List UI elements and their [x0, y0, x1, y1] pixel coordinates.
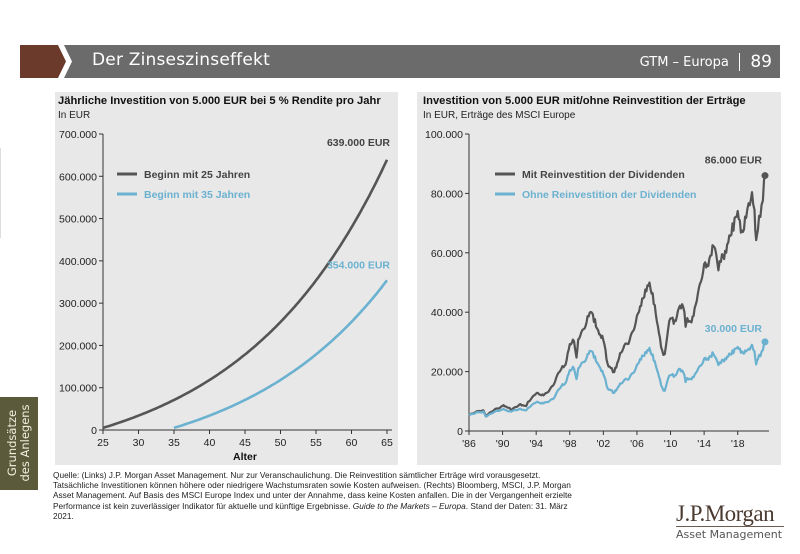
- legend-label: Ohne Reinvestition der Dividenden: [522, 189, 696, 201]
- series-line-2: [468, 341, 767, 418]
- x-tick-label: 25: [97, 437, 109, 449]
- y-tick-label: 100.000: [425, 129, 463, 141]
- y-tick-label: 600.000: [59, 171, 97, 183]
- x-tick-label: '10: [664, 438, 678, 450]
- series-line-1: [468, 175, 767, 418]
- logo-brand: J.P.Morgan: [676, 502, 784, 527]
- y-tick-label: 0: [91, 425, 97, 437]
- page-number: 89: [750, 52, 772, 72]
- x-tick-label: 45: [239, 437, 251, 449]
- right-chart-panel: [417, 92, 781, 465]
- jpmorgan-logo: J.P.Morgan Asset Management: [676, 502, 784, 541]
- series-end-label: 354.000 EUR: [327, 259, 390, 271]
- page-title: Der Zinseszinseffekt: [92, 50, 270, 70]
- legend-label: Beginn mit 25 Jahren: [144, 169, 250, 181]
- section-tab-line2: des Anlegens: [18, 404, 32, 482]
- side-divider: [0, 148, 1, 238]
- x-tick-label: '18: [731, 438, 745, 450]
- x-tick-label: '02: [597, 438, 611, 450]
- y-tick-label: 200.000: [59, 340, 97, 352]
- left-chart-panel: [55, 92, 398, 465]
- legend-label: Beginn mit 35 Jahren: [144, 189, 250, 201]
- x-tick-label: 40: [204, 437, 216, 449]
- legend-label: Mit Reinvestition der Dividenden: [522, 169, 685, 181]
- x-tick-label: 30: [133, 437, 145, 449]
- series-label: GTM – Europa: [639, 54, 729, 70]
- series-end-dot: [761, 172, 769, 180]
- x-tick-label: 35: [168, 437, 180, 449]
- right-chart-title: Investition von 5.000 EUR mit/ohne Reinv…: [423, 95, 746, 107]
- x-tick-label: 50: [275, 437, 287, 449]
- header-bar: [20, 45, 780, 78]
- y-tick-label: 80.000: [431, 188, 463, 200]
- series-line-2: [173, 279, 389, 430]
- x-tick-label: '94: [529, 438, 543, 450]
- right-chart-subtitle: In EUR, Erträge des MSCI Europe: [423, 110, 576, 121]
- section-tab-label: Grundsätze des Anlegens: [5, 404, 32, 482]
- logo-subtitle: Asset Management: [676, 528, 783, 541]
- series-end-label: 30.000 EUR: [705, 323, 763, 335]
- x-tick-label: 60: [346, 437, 358, 449]
- footnote: Quelle: (Links) J.P. Morgan Asset Manage…: [53, 470, 573, 521]
- series-line-1: [102, 159, 389, 430]
- y-tick-label: 700.000: [59, 129, 97, 141]
- section-tab[interactable]: Grundsätze des Anlegens: [0, 397, 38, 490]
- x-tick-label: 55: [310, 437, 322, 449]
- y-tick-label: 0: [457, 426, 463, 438]
- series-end-dot: [761, 338, 769, 346]
- x-axis-label: Alter: [233, 451, 257, 463]
- y-tick-label: 400.000: [59, 256, 97, 268]
- chevron-icon: [20, 45, 72, 78]
- y-tick-label: 20.000: [431, 367, 463, 379]
- series-end-label: 86.000 EUR: [705, 155, 763, 167]
- y-tick-label: 500.000: [59, 214, 97, 226]
- footnote-end: . Stand der Daten: 31. März 2021.: [53, 500, 568, 521]
- left-chart-subtitle: In EUR: [58, 110, 91, 121]
- y-tick-label: 40.000: [431, 307, 463, 319]
- x-tick-label: '98: [563, 438, 577, 450]
- footnote-main: Quelle: (Links) J.P. Morgan Asset Manage…: [53, 470, 572, 511]
- y-tick-label: 300.000: [59, 298, 97, 310]
- series-end-label: 639.000 EUR: [327, 137, 390, 149]
- x-tick-label: '86: [462, 438, 476, 450]
- x-tick-label: 65: [381, 437, 393, 449]
- x-tick-label: '90: [496, 438, 510, 450]
- header-meta: GTM – Europa 89: [640, 52, 772, 72]
- y-tick-label: 100.000: [59, 383, 97, 395]
- left-chart-title: Jährliche Investition von 5.000 EUR bei …: [58, 95, 381, 107]
- y-tick-label: 60.000: [431, 248, 463, 260]
- footnote-italic: Guide to the Markets – Europa: [352, 500, 466, 511]
- x-tick-label: '06: [630, 438, 644, 450]
- x-tick-label: '14: [697, 438, 711, 450]
- header-divider: [738, 53, 741, 71]
